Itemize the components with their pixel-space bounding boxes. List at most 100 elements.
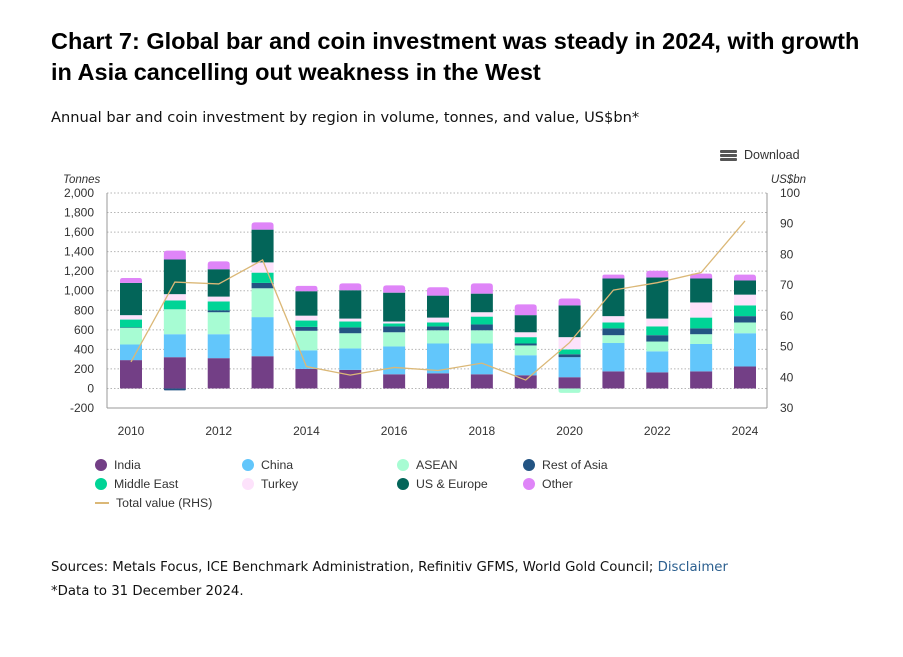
bar-us-europe (646, 277, 669, 319)
bar-china (427, 343, 449, 374)
bar-china (514, 355, 537, 376)
bar-rest-of-asia (646, 335, 669, 342)
bar-china (558, 357, 581, 378)
bar-turkey (383, 321, 406, 324)
bar-us-europe (339, 290, 362, 319)
bar-middle-east (646, 326, 669, 336)
bar-asean (163, 309, 186, 335)
bar-middle-east (470, 316, 493, 325)
bar-turkey (470, 312, 493, 317)
bar-other (339, 283, 362, 291)
legend-item[interactable]: ASEAN (397, 458, 458, 472)
bar-other (163, 250, 186, 260)
bar-middle-east (207, 301, 230, 311)
bar-asean (558, 388, 581, 393)
legend-dot-swatch (397, 459, 409, 471)
bar-turkey (734, 294, 756, 306)
bar-stack (295, 285, 318, 389)
bar-china (646, 351, 669, 373)
bar-rest-of-asia (383, 326, 406, 333)
bar-india (427, 373, 449, 389)
y2-tick-label: 50 (780, 340, 794, 354)
legend-label: Total value (RHS) (116, 496, 213, 510)
legend-dot-swatch (523, 478, 535, 490)
bar-asean (734, 322, 756, 334)
y-tick-label: 200 (74, 362, 94, 376)
menu-icon (720, 149, 737, 161)
chart-title: Chart 7: Global bar and coin investment … (51, 28, 860, 85)
y-tick-label: 1,600 (64, 225, 94, 239)
legend-dot-swatch (242, 459, 254, 471)
bar-rest-of-asia (602, 328, 625, 336)
bar-other (427, 287, 449, 296)
bar-middle-east (558, 349, 581, 355)
bar-us-europe (251, 229, 274, 263)
bar-turkey (207, 296, 230, 302)
bar-china (207, 334, 230, 359)
legend-dot-swatch (523, 459, 535, 471)
bar-stack (514, 304, 537, 389)
legend-label: Turkey (261, 477, 299, 491)
bar-china (602, 343, 625, 372)
download-button[interactable]: Download (720, 148, 800, 162)
bar-asean (514, 345, 537, 356)
y2-tick-label: 80 (780, 247, 794, 261)
bar-rest-of-asia (163, 388, 186, 391)
bar-asean (690, 334, 713, 344)
bar-india (207, 358, 230, 389)
legend-item[interactable]: US & Europe (397, 477, 488, 491)
bar-rest-of-asia (207, 310, 230, 313)
bar-middle-east (251, 272, 274, 283)
bar-stack (558, 298, 581, 393)
legend-label: ASEAN (416, 458, 458, 472)
disclaimer-link[interactable]: Disclaimer (657, 560, 728, 575)
bar-us-europe (427, 295, 449, 318)
legend-item[interactable]: India (95, 458, 141, 472)
bar-india (251, 356, 274, 389)
legend-item[interactable]: Total value (RHS) (95, 496, 212, 510)
footer: Sources: Metals Focus, ICE Benchmark Adm… (51, 556, 728, 604)
legend-item[interactable]: Rest of Asia (523, 458, 608, 472)
bar-turkey (295, 315, 318, 321)
bar-asean (602, 335, 625, 344)
bar-china (470, 343, 493, 375)
bar-india (163, 357, 186, 389)
bar-us-europe (383, 292, 406, 322)
bar-other (646, 270, 669, 278)
bar-rest-of-asia (558, 354, 581, 358)
chart-area: Tonnes US$bn -200 0 200 400 600 800 1,000 1,200… (63, 174, 806, 438)
legend-item[interactable]: Middle East (95, 477, 178, 491)
x-tick-label: 2018 (469, 424, 496, 438)
bar-asean (120, 327, 142, 345)
y2-axis-ticks: 30 40 50 60 70 80 90 100 (780, 186, 800, 415)
bar-india (734, 366, 756, 389)
axes-frame (106, 193, 768, 409)
bar-asean (207, 312, 230, 335)
bar-us-europe (514, 315, 537, 333)
bar-asean (470, 330, 493, 344)
bar-india (470, 374, 493, 389)
legend-label: India (114, 458, 141, 472)
y2-tick-label: 30 (780, 401, 794, 415)
bar-middle-east (120, 319, 142, 328)
bar-other (295, 285, 318, 292)
sources-line: Sources: Metals Focus, ICE Benchmark Adm… (51, 556, 728, 580)
legend-item[interactable]: Turkey (242, 477, 298, 491)
x-tick-label: 2022 (644, 424, 671, 438)
legend-item[interactable]: China (242, 458, 293, 472)
bar-stack (251, 222, 274, 389)
legend-item[interactable]: Other (523, 477, 573, 491)
bar-asean (339, 333, 362, 349)
bar-china (383, 346, 406, 375)
bar-other (514, 304, 537, 316)
x-tick-label: 2012 (205, 424, 232, 438)
y2-tick-label: 70 (780, 278, 794, 292)
bar-other (690, 273, 713, 279)
bar-stack (163, 250, 186, 391)
bar-turkey (251, 262, 274, 273)
bar-india (602, 371, 625, 389)
bar-china (690, 343, 713, 372)
bar-us-europe (734, 280, 756, 295)
y-tick-label: 1,200 (64, 264, 94, 278)
legend-dot-swatch (95, 478, 107, 490)
